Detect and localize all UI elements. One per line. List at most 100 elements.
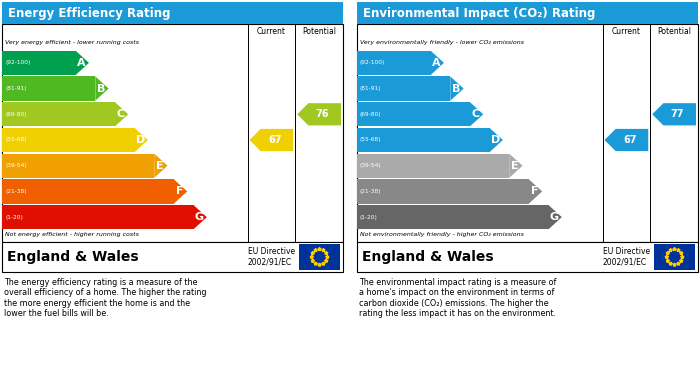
Text: Current: Current [257,27,286,36]
Polygon shape [95,77,108,100]
Text: Potential: Potential [302,27,336,36]
Polygon shape [665,255,668,258]
Text: Potential: Potential [657,27,691,36]
Bar [357,2,698,24]
Bar [2,24,343,242]
Text: 67: 67 [623,135,636,145]
Text: Not environmentally friendly - higher CO₂ emissions: Not environmentally friendly - higher CO… [360,232,524,237]
Text: (1-20): (1-20) [360,215,378,220]
Bar [299,244,340,270]
Text: G: G [550,212,559,222]
Polygon shape [666,251,669,255]
Text: (69-80): (69-80) [5,112,27,117]
Bar [654,244,695,270]
Polygon shape [134,128,148,152]
Text: The energy efficiency rating is a measure of the
overall efficiency of a home. T: The energy efficiency rating is a measur… [4,278,206,318]
Bar [357,205,549,229]
Polygon shape [314,262,317,265]
Text: 77: 77 [671,109,684,119]
Polygon shape [450,77,463,100]
Bar [357,51,430,75]
Text: D: D [136,135,145,145]
Polygon shape [680,259,683,262]
Polygon shape [666,259,669,262]
Polygon shape [115,102,128,126]
Text: (81-91): (81-91) [360,86,382,91]
Polygon shape [549,205,562,229]
Text: Energy Efficiency Rating: Energy Efficiency Rating [8,7,171,20]
Polygon shape [669,248,673,252]
Text: (92-100): (92-100) [360,60,386,65]
Text: (81-91): (81-91) [5,86,27,91]
Bar [2,128,134,152]
Text: Very environmentally friendly - lower CO₂ emissions: Very environmentally friendly - lower CO… [360,40,524,45]
Bar [357,179,529,204]
Polygon shape [325,251,328,255]
Polygon shape [652,103,696,126]
Text: F: F [176,187,183,196]
Polygon shape [605,129,648,151]
Polygon shape [673,263,676,266]
Bar [2,154,154,178]
Text: England & Wales: England & Wales [7,250,139,264]
Polygon shape [318,248,321,251]
Polygon shape [677,248,680,252]
Polygon shape [249,129,293,151]
Text: Environmental Impact (CO₂) Rating: Environmental Impact (CO₂) Rating [363,7,596,20]
Bar [2,2,343,24]
Text: A: A [77,58,86,68]
Text: G: G [195,212,204,222]
Text: B: B [97,84,106,93]
Bar [2,242,343,272]
Text: D: D [491,135,500,145]
Text: (92-100): (92-100) [5,60,30,65]
Text: C: C [117,109,125,119]
Text: EU Directive
2002/91/EC: EU Directive 2002/91/EC [603,247,650,267]
Polygon shape [174,179,187,204]
Text: Current: Current [612,27,641,36]
Text: A: A [433,58,441,68]
Text: (55-68): (55-68) [360,138,382,142]
Bar [2,179,174,204]
Text: 67: 67 [268,135,281,145]
Polygon shape [673,248,676,251]
Text: (1-20): (1-20) [5,215,23,220]
Bar [357,24,698,242]
Polygon shape [680,255,684,258]
Text: E: E [512,161,519,171]
Polygon shape [326,255,329,258]
Polygon shape [154,154,167,178]
Polygon shape [325,259,328,262]
Bar [357,128,489,152]
Text: C: C [472,109,480,119]
Polygon shape [322,262,326,265]
Bar [357,242,698,272]
Polygon shape [489,128,503,152]
Text: The environmental impact rating is a measure of
a home's impact on the environme: The environmental impact rating is a mea… [359,278,556,318]
Text: (69-80): (69-80) [360,112,382,117]
Text: F: F [531,187,538,196]
Polygon shape [680,251,683,255]
Text: England & Wales: England & Wales [362,250,494,264]
Text: EU Directive
2002/91/EC: EU Directive 2002/91/EC [248,247,295,267]
Bar [2,51,76,75]
Polygon shape [311,259,314,262]
Polygon shape [76,51,89,75]
Polygon shape [322,248,326,252]
Text: 76: 76 [316,109,329,119]
Text: (39-54): (39-54) [5,163,27,168]
Polygon shape [310,255,314,258]
Polygon shape [311,251,314,255]
Bar [357,154,509,178]
Polygon shape [470,102,483,126]
Text: (55-68): (55-68) [5,138,27,142]
Polygon shape [529,179,542,204]
Text: (21-38): (21-38) [360,189,382,194]
Text: (39-54): (39-54) [360,163,382,168]
Polygon shape [298,103,341,126]
Text: B: B [452,84,461,93]
Bar [2,102,115,126]
Text: Not energy efficient - higher running costs: Not energy efficient - higher running co… [5,232,139,237]
Text: Very energy efficient - lower running costs: Very energy efficient - lower running co… [5,40,139,45]
Bar [357,102,470,126]
